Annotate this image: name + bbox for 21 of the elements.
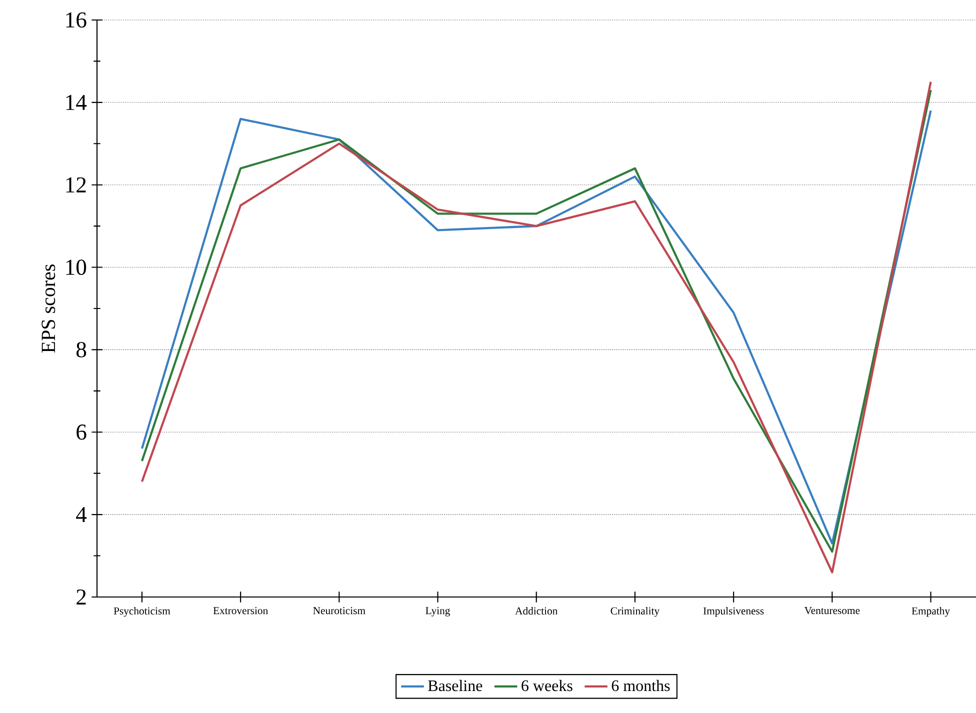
y-tick-label: 8 bbox=[76, 342, 86, 358]
y-tick-label: 14 bbox=[66, 94, 87, 110]
y-axis-title: EPS scores bbox=[42, 264, 56, 353]
y-tick-label: 2 bbox=[76, 589, 86, 604]
x-tick-label: Neuroticism bbox=[313, 607, 366, 614]
y-tick-label: 6 bbox=[76, 424, 86, 440]
x-tick-label: Addiction bbox=[515, 607, 558, 615]
x-tick-label: Empathy bbox=[912, 607, 950, 617]
x-tick-label: Extroversion bbox=[213, 607, 268, 614]
y-tick-label: 12 bbox=[66, 177, 86, 192]
legend-label: 6 months bbox=[612, 680, 670, 692]
y-tick-label: 16 bbox=[66, 12, 86, 28]
y-tick-label: 10 bbox=[66, 260, 86, 275]
y-tick-label: 4 bbox=[76, 507, 87, 522]
x-tick-label: Venturesome bbox=[804, 607, 860, 614]
x-tick-label: Criminality bbox=[610, 607, 660, 617]
legend-label: 6 weeks bbox=[522, 680, 572, 692]
x-tick-label: Psychoticism bbox=[114, 607, 170, 617]
x-tick-label: Lying bbox=[426, 607, 450, 616]
legend-label: Baseline bbox=[428, 680, 482, 692]
x-tick-label: Impulsiveness bbox=[703, 607, 764, 617]
